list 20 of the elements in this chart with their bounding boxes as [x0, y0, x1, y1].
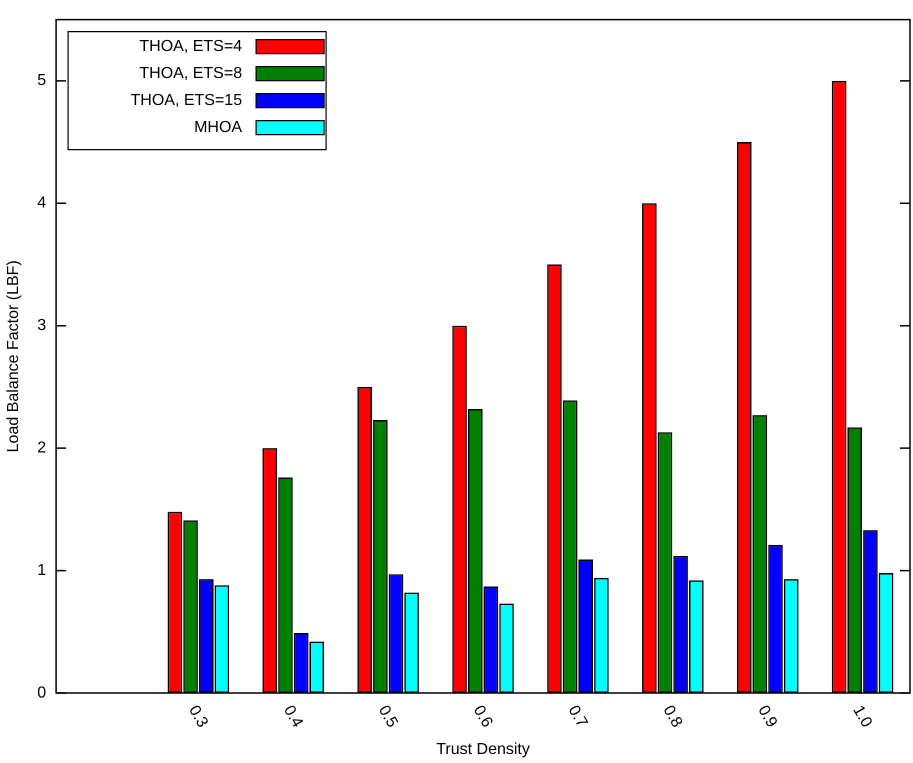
y-axis-title: Load Balance Factor (LBF)	[5, 260, 22, 452]
y-tick-label: 5	[37, 72, 46, 90]
x-axis-title: Trust Density	[436, 740, 530, 758]
y-tick-label: 1	[37, 562, 46, 579]
x-tick-label: 1.0	[849, 702, 876, 731]
y-tick-label: 0	[37, 684, 46, 702]
x-tick-label: 0.5	[374, 702, 401, 731]
x-tick-label: 0.8	[660, 702, 686, 731]
y-tick-label: 3	[37, 317, 46, 334]
x-tick-label: 0.4	[280, 702, 306, 731]
y-tick-label: 4	[37, 194, 46, 212]
legend-label: THOA, ETS=4	[139, 38, 242, 56]
legend-label: THOA, ETS=8	[139, 65, 242, 82]
x-tick-label: 0.6	[470, 702, 496, 731]
x-tick-label: 0.7	[564, 702, 591, 731]
legend-label: THOA, ETS=15	[130, 92, 242, 110]
x-tick-label: 0.9	[754, 702, 780, 731]
y-tick-label: 2	[37, 440, 46, 457]
x-tick-label: 0.3	[185, 702, 212, 731]
legend-label: MHOA	[194, 119, 242, 136]
